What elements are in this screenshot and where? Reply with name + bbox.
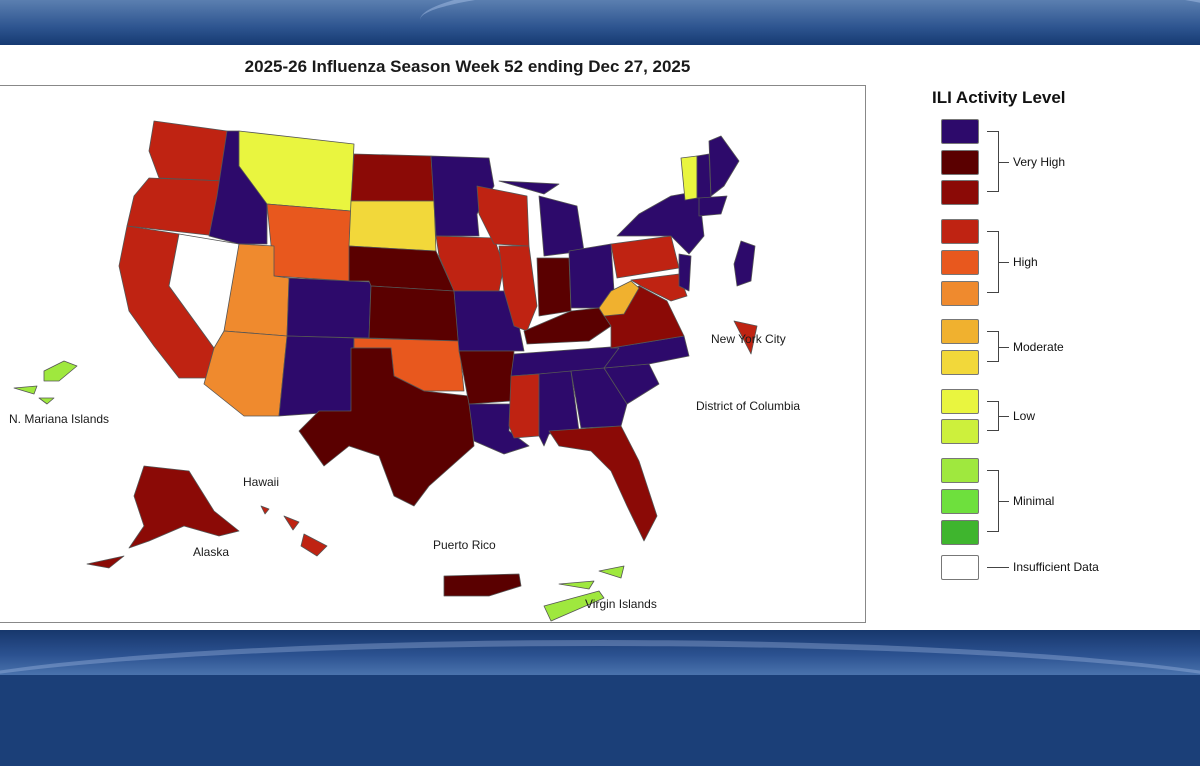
state-missouri [453, 290, 525, 352]
state-arizona [203, 330, 288, 417]
ili-map-panel: 2025-26 Influenza Season Week 52 ending … [0, 45, 1200, 630]
state-north-dakota [350, 153, 435, 202]
legend-bracket-tick [999, 161, 1009, 163]
legend-swatch [941, 419, 979, 444]
label-new-york-city: New York City [711, 332, 786, 346]
virgin-islands-inset [543, 565, 625, 622]
legend-nodata-line [987, 567, 1009, 568]
legend-swatch [941, 250, 979, 275]
puerto-rico-inset [443, 573, 522, 597]
label-alaska: Alaska [193, 545, 229, 559]
legend-group-label: High [1013, 255, 1038, 269]
state-new-hampshire [696, 153, 712, 199]
label-puerto-rico: Puerto Rico [433, 538, 496, 552]
label-virgin-islands: Virgin Islands [585, 597, 657, 611]
legend-swatch [941, 180, 979, 205]
state-west-virginia [598, 280, 640, 317]
background-top-band [0, 0, 1200, 45]
state-oregon [126, 177, 226, 237]
n-mariana-islands-inset [13, 360, 78, 405]
state-new-mexico [278, 335, 355, 417]
legend-bracket-tick [999, 262, 1009, 263]
legend-title: ILI Activity Level [932, 88, 1066, 107]
legend-bracket-tick [999, 346, 1009, 348]
legend-group-label: Insufficient Data [1013, 560, 1099, 574]
legend-swatch [941, 389, 979, 414]
map-title: 2025-26 Influenza Season Week 52 ending … [244, 57, 691, 76]
state-south-dakota [348, 200, 437, 252]
legend-group-label: Minimal [1013, 494, 1055, 508]
state-kentucky [523, 307, 612, 345]
us-map-frame: New York City District of Columbia N. Ma… [0, 85, 866, 623]
state-wisconsin [476, 185, 530, 247]
state-indiana [536, 257, 572, 317]
state-florida [548, 425, 658, 542]
legend-bracket [987, 401, 999, 431]
state-maryland [630, 273, 688, 302]
state-kansas [368, 285, 460, 342]
legend-bracket [987, 131, 999, 192]
legend-swatch [941, 319, 979, 344]
legend-bracket [987, 331, 999, 362]
label-n-mariana-islands: N. Mariana Islands [9, 412, 109, 426]
state-pennsylvania [610, 235, 680, 279]
state-arkansas [458, 350, 515, 405]
legend-bracket [987, 231, 999, 293]
legend-swatch [941, 219, 979, 244]
state-texas [298, 347, 475, 507]
legend-swatch [941, 458, 979, 483]
legend-group-label: Moderate [1013, 339, 1064, 354]
legend-swatch [941, 119, 979, 144]
legend-bracket-tick [999, 416, 1009, 417]
state-maine [708, 135, 740, 197]
state-washington [148, 120, 228, 182]
legend-swatch [941, 150, 979, 175]
state-colorado [286, 277, 372, 339]
state-georgia [570, 367, 628, 429]
legend-bracket [987, 470, 999, 532]
legend-group-label: Low [1013, 409, 1036, 423]
legend-group-label: Very High [1013, 154, 1066, 169]
background-bottom-band [0, 630, 1200, 675]
legend-swatch [941, 489, 979, 514]
label-hawaii: Hawaii [243, 475, 279, 489]
state-wyoming [266, 203, 352, 282]
state-mississippi [508, 373, 540, 439]
legend-swatch [941, 520, 979, 545]
state-massachusetts [698, 195, 728, 217]
legend-bracket-tick [999, 501, 1009, 502]
label-district-of-columbia: District of Columbia [696, 399, 800, 413]
us-choropleth-map: New York City District of Columbia N. Ma… [9, 120, 800, 622]
legend-swatch [941, 555, 979, 580]
legend-swatch [941, 350, 979, 375]
dc-inset [733, 320, 758, 355]
nyc-inset [733, 240, 756, 287]
state-new-jersey [678, 253, 692, 292]
alaska-inset [86, 465, 240, 569]
hawaii-inset [260, 505, 328, 557]
legend-swatch [941, 281, 979, 306]
